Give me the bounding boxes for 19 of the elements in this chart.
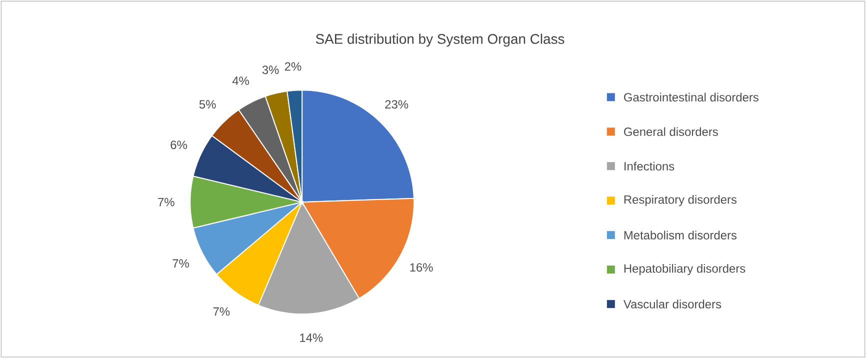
data-label: 5% [199,100,216,108]
data-label: 14% [300,333,323,342]
data-label: 7% [172,259,189,268]
legend-label: Metabolism disorders [624,230,737,240]
data-label: 16% [410,263,433,272]
data-label: 4% [232,76,249,85]
data-label: 6% [170,140,187,149]
data-label: 23% [385,100,408,108]
data-label: 7% [158,198,174,206]
data-label: 2% [284,62,302,71]
data-label: 7% [213,307,230,316]
chart-title: SAE distribution by System Organ Class [316,34,564,47]
legend-label: General disorders [624,127,718,136]
legend-label: Respiratory disorders [624,194,737,206]
legend-label: Vascular disorders [623,300,722,308]
legend-label: Hepatobiliary disorders [624,264,746,276]
data-label: 3% [262,66,279,74]
legend-label: Infections [624,162,674,170]
legend-label: Gastrointestinal disorders [624,92,758,102]
